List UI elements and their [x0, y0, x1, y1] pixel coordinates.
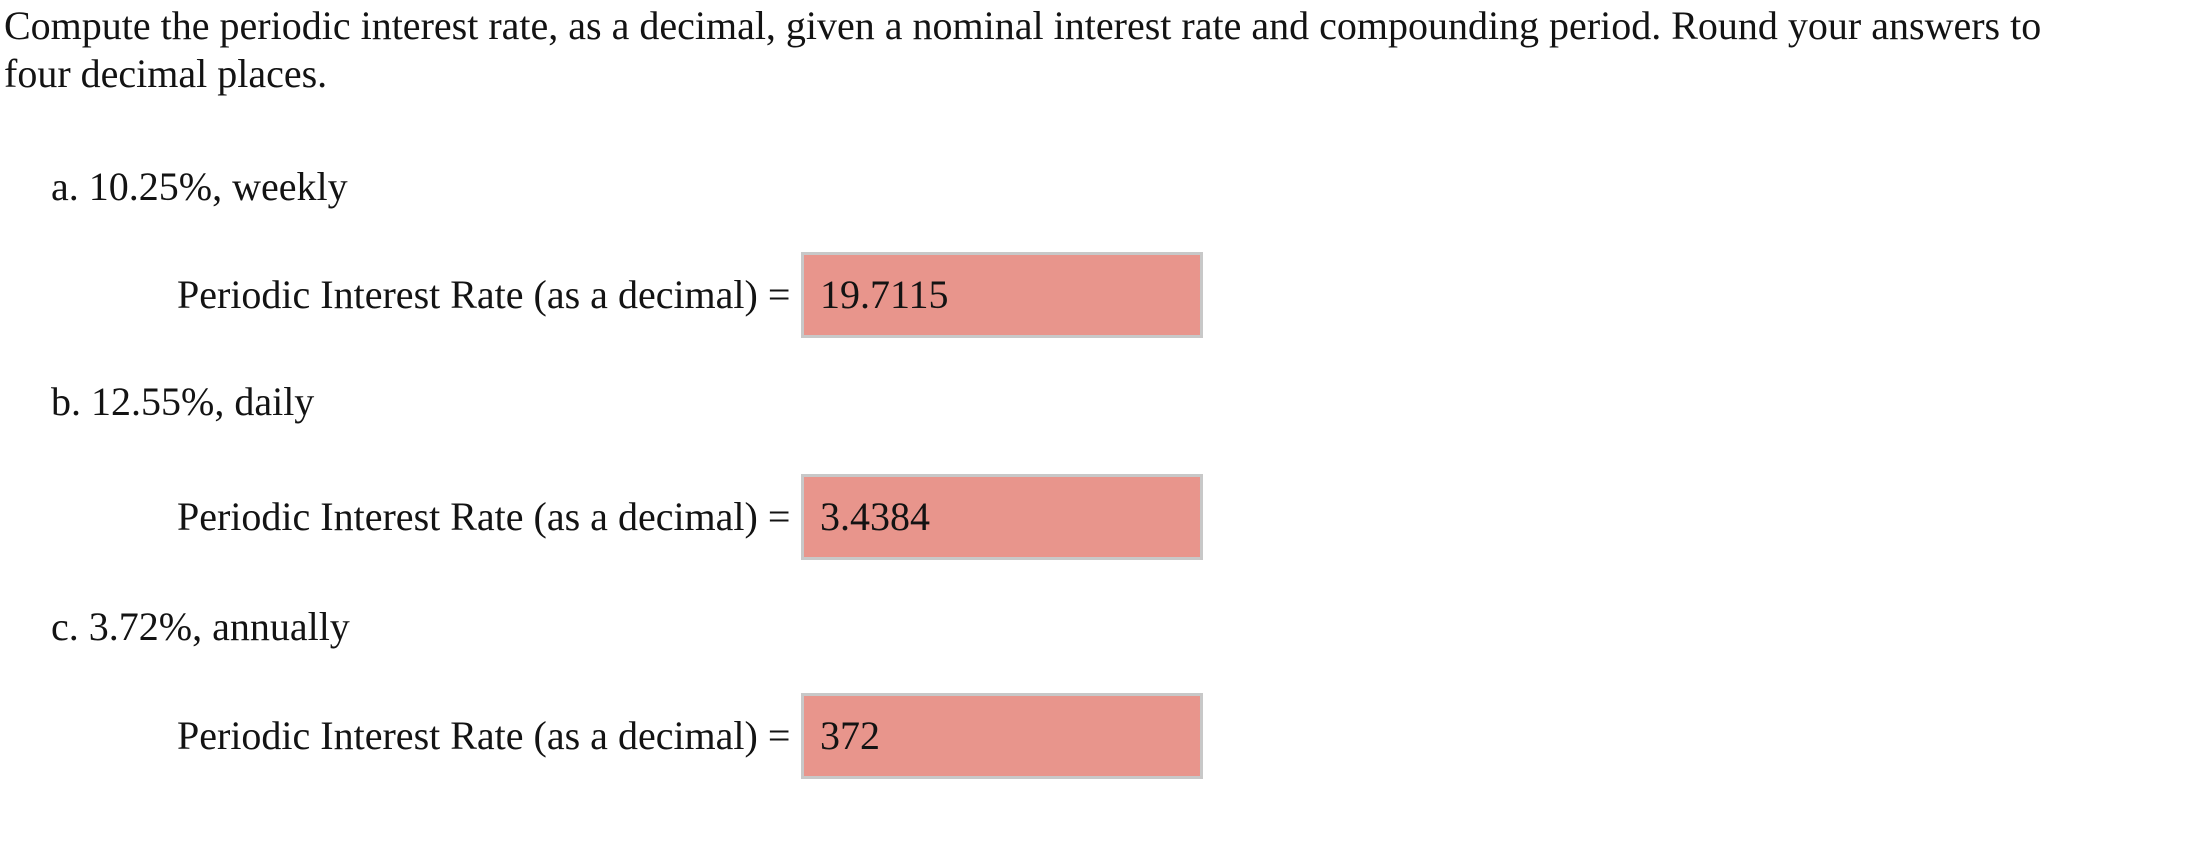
answer-row-a: Periodic Interest Rate (as a decimal) = … [177, 252, 1203, 338]
part-a-heading: a. 10.25%, weekly [51, 164, 348, 209]
answer-value-c: 372 [820, 713, 880, 758]
part-b-heading: b. 12.55%, daily [51, 379, 315, 424]
answer-row-c: Periodic Interest Rate (as a decimal) = … [177, 693, 1203, 779]
answer-input-c[interactable]: 372 [801, 693, 1203, 779]
part-c-heading: c. 3.72%, annually [51, 604, 350, 649]
question-line-2: four decimal places. [4, 51, 328, 96]
question-line-1: Compute the periodic interest rate, as a… [4, 3, 2042, 48]
answer-row-b: Periodic Interest Rate (as a decimal) = … [177, 474, 1203, 560]
question-text: Compute the periodic interest rate, as a… [4, 2, 2041, 98]
answer-value-a: 19.7115 [820, 272, 949, 317]
answer-input-a[interactable]: 19.7115 [801, 252, 1203, 338]
answer-label-b: Periodic Interest Rate (as a decimal) = [177, 494, 791, 539]
answer-label-a: Periodic Interest Rate (as a decimal) = [177, 272, 791, 317]
answer-input-b[interactable]: 3.4384 [801, 474, 1203, 560]
answer-value-b: 3.4384 [820, 494, 930, 539]
answer-label-c: Periodic Interest Rate (as a decimal) = [177, 713, 791, 758]
